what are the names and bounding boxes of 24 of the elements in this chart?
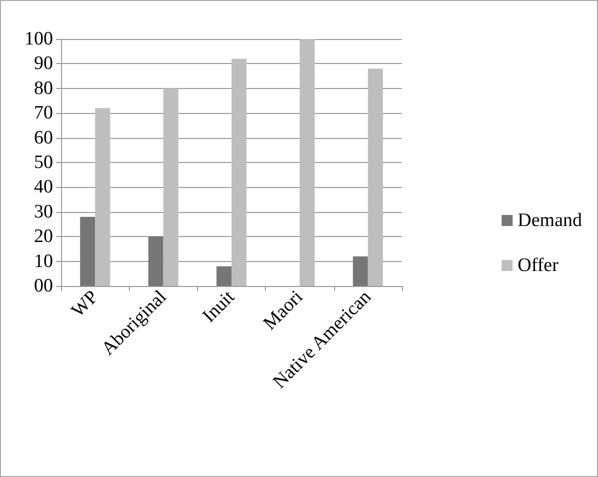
bar	[216, 266, 232, 286]
bar	[95, 108, 110, 286]
y-tick-label: 60	[34, 127, 53, 148]
bar	[80, 216, 96, 286]
y-tick-label: 10	[34, 250, 53, 272]
y-tick-label: 70	[34, 102, 53, 124]
x-tick-label: Inuit	[198, 286, 240, 327]
bar	[368, 68, 383, 286]
y-tick-label: 80	[34, 78, 53, 99]
y-tick-label: 20	[34, 226, 53, 248]
bar	[148, 236, 164, 286]
y-tick-label: 50	[34, 152, 53, 173]
y-tick-label: 40	[34, 176, 53, 198]
bar	[232, 58, 246, 286]
x-tick-label: WP	[68, 286, 103, 322]
bar	[163, 88, 178, 286]
legend-label: Demand	[518, 210, 582, 231]
bar	[300, 39, 315, 286]
legend-label: Offer	[518, 255, 560, 276]
y-tick-label: 00	[34, 276, 53, 296]
y-tick-label: 90	[34, 53, 53, 74]
y-tick-label: 30	[34, 201, 53, 222]
bar	[352, 256, 368, 286]
y-tick-label: 100	[24, 28, 53, 50]
